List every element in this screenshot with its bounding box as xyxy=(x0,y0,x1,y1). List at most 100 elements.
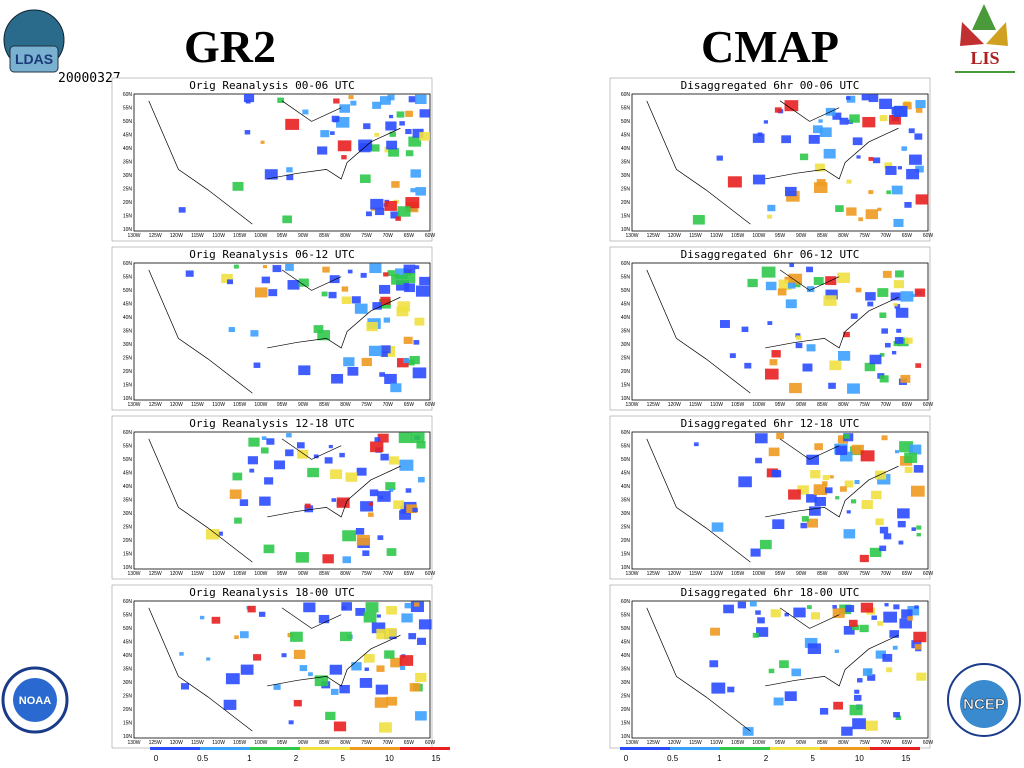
logo-shape xyxy=(960,22,984,46)
precip-patch xyxy=(369,489,379,497)
precip-patch xyxy=(847,383,860,394)
precip-patch xyxy=(400,665,406,671)
precip-patch xyxy=(829,475,834,479)
precip-patch xyxy=(377,433,389,443)
precip-patch xyxy=(814,443,823,451)
precip-patch xyxy=(356,534,370,546)
lon-label: 95W xyxy=(277,233,288,239)
lon-label: 120W xyxy=(668,740,681,746)
lon-label: 120W xyxy=(668,571,681,577)
lat-label: 20N xyxy=(621,200,631,206)
precip-patch xyxy=(843,529,856,539)
precip-patch xyxy=(916,532,921,537)
lon-label: 65W xyxy=(404,402,415,408)
precip-patch xyxy=(843,625,855,635)
lat-label: 30N xyxy=(621,680,631,686)
precip-patch xyxy=(199,615,205,620)
lat-label: 15N xyxy=(621,721,631,727)
precip-patch xyxy=(295,552,309,563)
precip-patch xyxy=(860,450,875,462)
precip-patch xyxy=(247,605,256,613)
precip-patch xyxy=(795,342,803,349)
lat-label: 20N xyxy=(123,200,133,206)
precip-patch xyxy=(411,432,425,444)
precip-patch xyxy=(407,359,415,366)
precip-patch xyxy=(768,668,775,674)
precip-patch xyxy=(313,325,324,333)
precip-patch xyxy=(839,117,849,125)
precip-patch xyxy=(268,289,278,297)
lon-label: 115W xyxy=(689,740,702,746)
precip-patch xyxy=(915,107,923,113)
lat-label: 10N xyxy=(123,565,133,571)
lon-label: 95W xyxy=(775,571,786,577)
precip-patch xyxy=(727,686,735,693)
precip-patch xyxy=(855,287,862,293)
precip-patch xyxy=(757,132,763,137)
precip-patch xyxy=(415,285,430,297)
lon-label: 85W xyxy=(319,233,330,239)
precip-patch xyxy=(370,144,380,152)
precip-patch xyxy=(410,169,421,178)
precip-patch xyxy=(865,720,878,731)
lon-label: 85W xyxy=(817,571,828,577)
precip-patch xyxy=(749,601,757,607)
precip-patch xyxy=(385,121,397,131)
colorbar-segment xyxy=(250,747,300,750)
precip-patch xyxy=(342,530,357,542)
colorbar-segment xyxy=(200,747,250,750)
precip-patch xyxy=(406,504,418,514)
precip-patch xyxy=(348,95,354,100)
precip-patch xyxy=(883,533,892,540)
lon-label: 115W xyxy=(191,233,204,239)
lon-label: 75W xyxy=(361,571,372,577)
precip-patch xyxy=(851,444,864,455)
precip-patch xyxy=(274,460,285,470)
precip-patch xyxy=(877,207,882,212)
precip-patch xyxy=(330,469,343,479)
precip-patch xyxy=(371,622,386,634)
precip-patch xyxy=(304,505,314,513)
lat-label: 25N xyxy=(123,525,133,531)
noaa-logo: NOAA xyxy=(1,666,69,734)
precip-patch xyxy=(898,540,904,545)
precip-patch xyxy=(350,100,357,106)
lat-label: 45N xyxy=(621,302,631,308)
precip-patch xyxy=(399,510,412,520)
precip-patch xyxy=(846,179,852,184)
precip-patch xyxy=(297,449,309,459)
colorbar-segment xyxy=(400,747,450,750)
lon-label: 110W xyxy=(212,233,225,239)
precip-patch xyxy=(894,337,904,344)
lat-label: 20N xyxy=(123,707,133,713)
lat-label: 30N xyxy=(123,342,133,348)
precip-patch xyxy=(322,554,334,564)
precip-patch xyxy=(405,110,413,117)
precip-patch xyxy=(390,657,403,668)
lat-label: 55N xyxy=(123,444,133,450)
precip-patch xyxy=(911,527,916,531)
precip-patch xyxy=(205,529,220,540)
precip-patch xyxy=(799,153,809,161)
precip-patch xyxy=(802,363,813,372)
colorbar-segment xyxy=(720,747,770,750)
precip-patch xyxy=(380,351,388,357)
lat-label: 35N xyxy=(123,329,133,335)
precip-patch xyxy=(914,644,922,650)
precip-patch xyxy=(409,683,421,692)
lon-label: 115W xyxy=(191,740,204,746)
precip-patch xyxy=(894,450,899,454)
precip-patch xyxy=(737,601,747,609)
precip-patch xyxy=(784,612,789,617)
precip-patch xyxy=(833,701,843,710)
precip-patch xyxy=(865,292,876,301)
precip-patch xyxy=(914,605,919,609)
precip-patch xyxy=(771,469,781,478)
lat-label: 10N xyxy=(123,227,133,233)
colorbar-label: 1 xyxy=(247,754,252,763)
precip-patch xyxy=(848,619,858,627)
precip-patch xyxy=(405,150,414,157)
precip-patch xyxy=(336,497,350,508)
precip-patch xyxy=(843,331,850,338)
precip-patch xyxy=(881,328,888,334)
